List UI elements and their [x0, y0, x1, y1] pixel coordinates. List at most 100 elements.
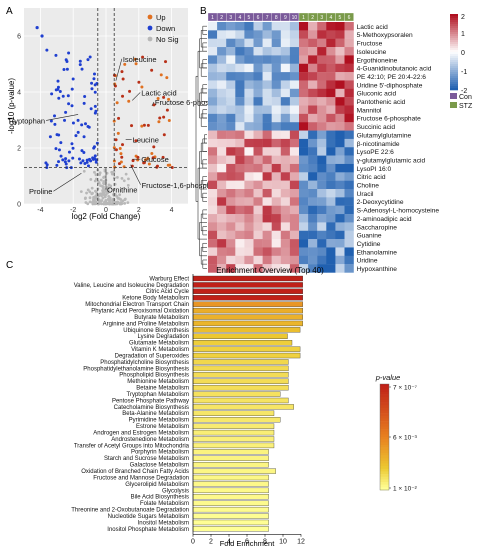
heatmap-cell	[326, 22, 336, 31]
heatmap-group-cell	[344, 12, 354, 22]
heatmap-cell	[208, 147, 218, 156]
volcano-point	[118, 202, 122, 206]
heatmap-cell	[217, 130, 227, 140]
heatmap-cell	[308, 163, 318, 173]
enrichment-category-label: Phospholipid Biosynthesis	[119, 373, 189, 379]
volcano-point	[119, 160, 123, 164]
heatmap-cell	[326, 155, 336, 165]
heatmap-cell	[235, 230, 245, 240]
heatmap-cell	[244, 22, 254, 31]
heatmap-cell	[326, 255, 336, 265]
heatmap-cell	[326, 88, 336, 98]
heatmap-cell	[317, 214, 327, 223]
heatmap-cell	[271, 147, 281, 156]
heatmap-cell	[208, 138, 218, 148]
heatmap-cell	[335, 180, 345, 190]
heatmap-cell	[317, 222, 327, 231]
volcano-point	[83, 197, 87, 200]
volcano-point	[140, 85, 144, 89]
volcano-point	[85, 158, 89, 162]
heatmap-cell	[335, 239, 345, 248]
volcano-y-tick-label: 4	[17, 90, 21, 97]
heatmap-cell	[317, 205, 327, 215]
heatmap-cell	[244, 239, 254, 248]
pvalue-colorbar-segment	[380, 458, 389, 462]
pvalue-colorbar-segment	[380, 447, 389, 451]
volcano-point	[126, 201, 130, 205]
heatmap-cell	[280, 155, 291, 165]
heatmap-cell	[226, 113, 236, 123]
heatmap-cell	[235, 180, 245, 190]
heatmap-cell	[253, 230, 263, 240]
heatmap-cell	[299, 30, 309, 39]
pvalue-colorbar-segment	[380, 394, 389, 398]
volcano-point	[83, 162, 87, 166]
heatmap-cell	[299, 239, 309, 248]
heatmap-cell	[244, 105, 254, 115]
enrichment-x-tick-label: 2	[209, 538, 213, 545]
heatmap-cell	[299, 214, 309, 223]
volcano-point	[116, 131, 120, 135]
enrichment-bar	[192, 474, 269, 481]
heatmap-cell	[344, 30, 354, 39]
heatmap-cell	[335, 122, 345, 131]
volcano-point	[122, 179, 126, 183]
heatmap-cell	[208, 197, 218, 206]
heatmap-row-label: S-Adenosyl-L-homocysteine	[357, 208, 440, 215]
heatmap-cell	[271, 138, 281, 148]
volcano-point	[70, 104, 74, 108]
heatmap-cell	[226, 22, 236, 31]
heatmap-cell	[226, 55, 236, 64]
volcano-point	[156, 96, 160, 100]
heatmap-cell	[244, 155, 254, 165]
enrichment-category-label: Androgen and Estrogen Metabolism	[93, 430, 189, 436]
enrichment-category-label: Vitamin K Metabolism	[131, 347, 189, 353]
heatmap-cell	[335, 197, 345, 206]
enrichment-bar	[192, 314, 303, 320]
enrichment-bar	[192, 282, 303, 288]
heatmap-cell	[217, 197, 227, 206]
volcano-annotation-label: Leucine	[133, 136, 159, 145]
enrichment-bar	[192, 327, 301, 333]
heatmap-cell	[262, 205, 272, 215]
pvalue-colorbar-segment	[380, 439, 389, 443]
heatmap-cell	[289, 214, 300, 223]
heatmap-cell	[271, 197, 281, 206]
volcano-point	[103, 195, 107, 199]
enrichment-bar	[192, 455, 269, 461]
enrichment-bar	[192, 301, 303, 307]
enrichment-category-label: Glutamate Metabolism	[129, 341, 189, 347]
heatmap-cell	[299, 255, 309, 265]
heatmap-cell	[226, 230, 236, 240]
heatmap-cell	[253, 147, 263, 156]
heatmap-column-label: 2	[311, 15, 314, 21]
volcano-point	[88, 190, 92, 194]
heatmap-cell	[289, 247, 300, 256]
heatmap-cell	[208, 30, 218, 39]
enrichment-category-label: Starch and Sucrose Metabolism	[104, 456, 189, 462]
heatmap-cell	[308, 239, 318, 248]
volcano-point	[107, 186, 110, 190]
panel-label-c: C	[6, 260, 13, 271]
volcano-point	[110, 172, 114, 176]
enrichment-category-label: Mitochondrial Electron Transport Chain	[85, 302, 189, 308]
heatmap-cell	[299, 264, 309, 273]
heatmap-cell	[326, 163, 336, 173]
heatmap-row-label: γ-glutamylglutamic acid	[357, 157, 426, 164]
volcano-point	[123, 62, 127, 66]
heatmap-cell	[244, 214, 254, 223]
enrichment-bar-chart: Enrichment Overview (Top 40) Warburg Eff…	[71, 266, 417, 548]
colorbar-segment	[450, 52, 458, 55]
heatmap-cell	[326, 264, 336, 273]
volcano-point	[92, 146, 96, 150]
heatmap-cell	[344, 205, 354, 215]
volcano-legend-label: Down	[156, 24, 175, 33]
heatmap-cell	[335, 55, 345, 64]
heatmap-cell	[280, 97, 291, 106]
heatmap-row-label: 2-aminoadipic acid	[357, 216, 412, 223]
heatmap-cell	[344, 55, 354, 64]
heatmap-cell	[208, 264, 218, 273]
heatmap-cell	[335, 22, 345, 31]
enrichment-category-label: Betaine Metabolism	[136, 386, 189, 392]
volcano-point	[104, 193, 108, 197]
